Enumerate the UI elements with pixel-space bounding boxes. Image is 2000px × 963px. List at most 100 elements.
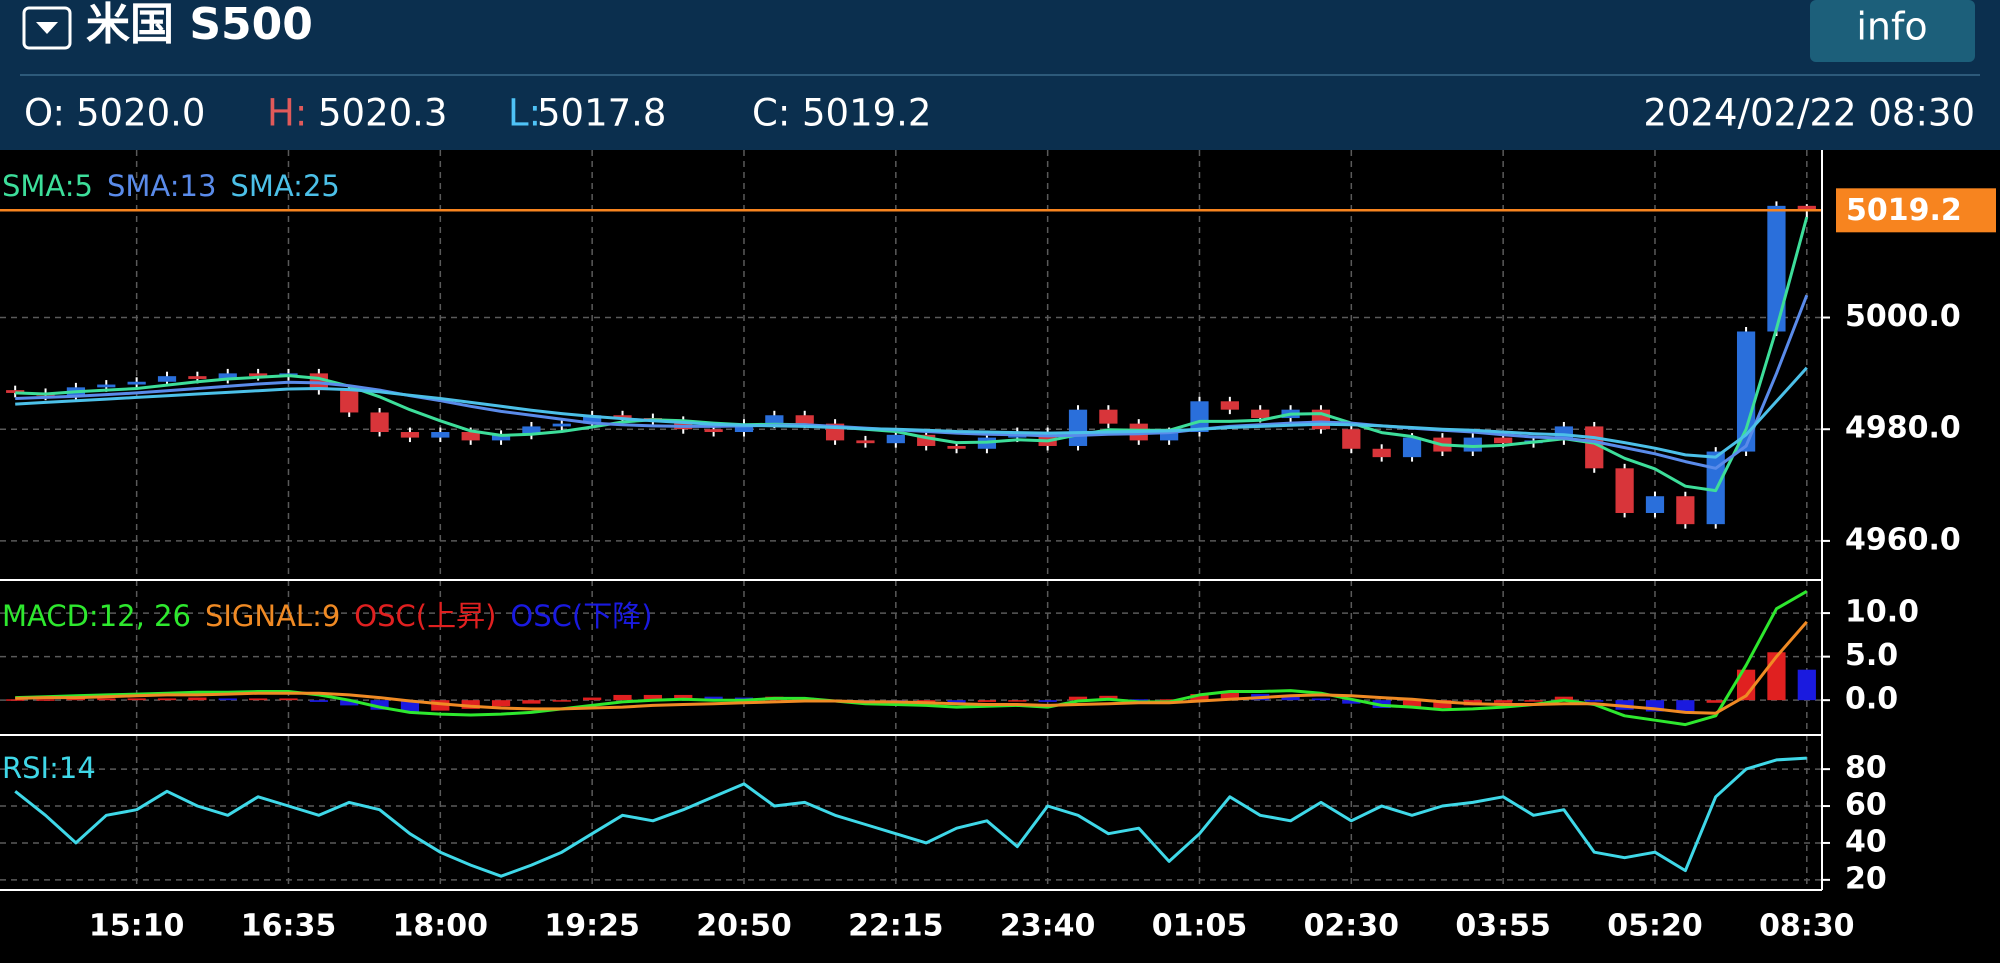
candle-body [613, 415, 632, 419]
y-tick-label: 80 [1845, 751, 1887, 786]
candle-body [97, 384, 116, 388]
y-tick-label: 4960.0 [1845, 522, 1961, 557]
candle-body [1736, 331, 1756, 452]
osc-bar [157, 698, 177, 701]
dropdown-box [22, 6, 72, 50]
osc-bar [400, 700, 420, 712]
osc-bar [1402, 700, 1422, 709]
candle-body [1494, 437, 1513, 444]
osc-bar [279, 698, 298, 701]
candle-body [370, 412, 389, 433]
legend-entry: SIGNAL:9 [205, 599, 340, 633]
candle-body [552, 423, 571, 427]
quote-value: 5020.3 [318, 92, 447, 135]
quote-value: 5019.2 [802, 92, 931, 135]
quote-label: C: [752, 92, 790, 135]
candle-body [1342, 429, 1361, 449]
osc-bar [1494, 700, 1513, 703]
candle-body [188, 376, 207, 379]
x-tick-label: 02:30 [1304, 909, 1400, 944]
legend-entry: OSC(下降) [510, 599, 652, 633]
x-tick-label: 01:05 [1152, 909, 1248, 944]
x-tick-label: 05:20 [1607, 909, 1703, 944]
candle-body [6, 390, 25, 393]
candle-body [461, 432, 480, 441]
osc-bar [1160, 699, 1179, 701]
candle-body [856, 440, 875, 444]
osc-bar [1736, 669, 1756, 701]
quote-label: O: [24, 92, 65, 135]
osc-bar [1645, 700, 1665, 712]
osc-bar [1129, 699, 1148, 701]
candle-body [1767, 205, 1786, 332]
info-button[interactable] [1810, 0, 1975, 62]
instrument-title: 米国 S500 [86, 0, 313, 50]
quote-value: 5020.0 [76, 92, 205, 135]
legend-entry: OSC(上昇) [354, 599, 496, 633]
y-tick-label: 4980.0 [1845, 411, 1961, 446]
series-line [15, 620, 1808, 715]
x-tick-label: 08:30 [1759, 909, 1855, 944]
candle-body [400, 432, 420, 438]
candle-body [886, 434, 905, 444]
candle-body [127, 381, 146, 385]
series-line [15, 216, 1809, 493]
candle-body [1676, 496, 1695, 525]
last-price-label: 5019.2 [1846, 193, 1962, 228]
quote-label: H: [267, 92, 307, 135]
osc-bar [340, 700, 359, 706]
x-tick-label: 18:00 [393, 909, 489, 944]
candle-body [1220, 401, 1239, 410]
candle-body [1615, 468, 1634, 513]
osc-bar [552, 700, 571, 702]
candle-body [704, 429, 723, 433]
candle-body [157, 376, 177, 382]
dropdown-button[interactable] [22, 6, 72, 50]
dropdown-arrow [36, 22, 58, 34]
candle-body [491, 434, 511, 441]
series-line [14, 756, 1807, 878]
osc-bar [1342, 700, 1361, 704]
osc-bar [1190, 694, 1209, 701]
candle-body [947, 445, 966, 449]
candle-body [1160, 432, 1179, 441]
osc-bar [1311, 698, 1331, 701]
y-tick-label: 0.0 [1845, 682, 1898, 717]
osc-bar [6, 699, 25, 701]
y-tick-label: 5.0 [1845, 638, 1898, 673]
osc-bar [1676, 700, 1695, 713]
osc-bar [491, 700, 511, 707]
x-tick-label: 15:10 [89, 909, 185, 944]
osc-bar [1706, 700, 1725, 703]
y-tick-label: 5000.0 [1845, 299, 1961, 334]
osc-bar [218, 698, 237, 701]
osc-bar [1281, 694, 1300, 701]
y-tick-label: 60 [1845, 788, 1887, 823]
y-tick-label: 40 [1845, 824, 1887, 859]
info-button-label[interactable]: info [1856, 5, 1927, 49]
candle-body [1190, 401, 1209, 433]
osc-bar [947, 700, 966, 704]
candle-body [917, 434, 936, 446]
candle-body [522, 426, 541, 435]
quote-value: 5017.8 [537, 92, 666, 135]
quote-label: L: [508, 92, 541, 135]
osc-bar [674, 694, 693, 701]
osc-bar [1220, 692, 1239, 701]
candle-body [734, 423, 754, 433]
osc-bar [1554, 696, 1573, 701]
candle-body [1068, 409, 1088, 446]
osc-bar [1008, 700, 1027, 702]
osc-bar [1585, 700, 1604, 702]
osc-bar [977, 700, 997, 702]
x-tick-label: 03:55 [1455, 909, 1551, 944]
osc-bar [431, 700, 450, 711]
osc-bar [522, 700, 541, 704]
osc-bar [461, 700, 480, 709]
osc-bar [127, 698, 146, 701]
last-price-box [1836, 188, 1996, 233]
osc-bar [97, 698, 116, 701]
y-tick-label: 20 [1845, 861, 1887, 896]
